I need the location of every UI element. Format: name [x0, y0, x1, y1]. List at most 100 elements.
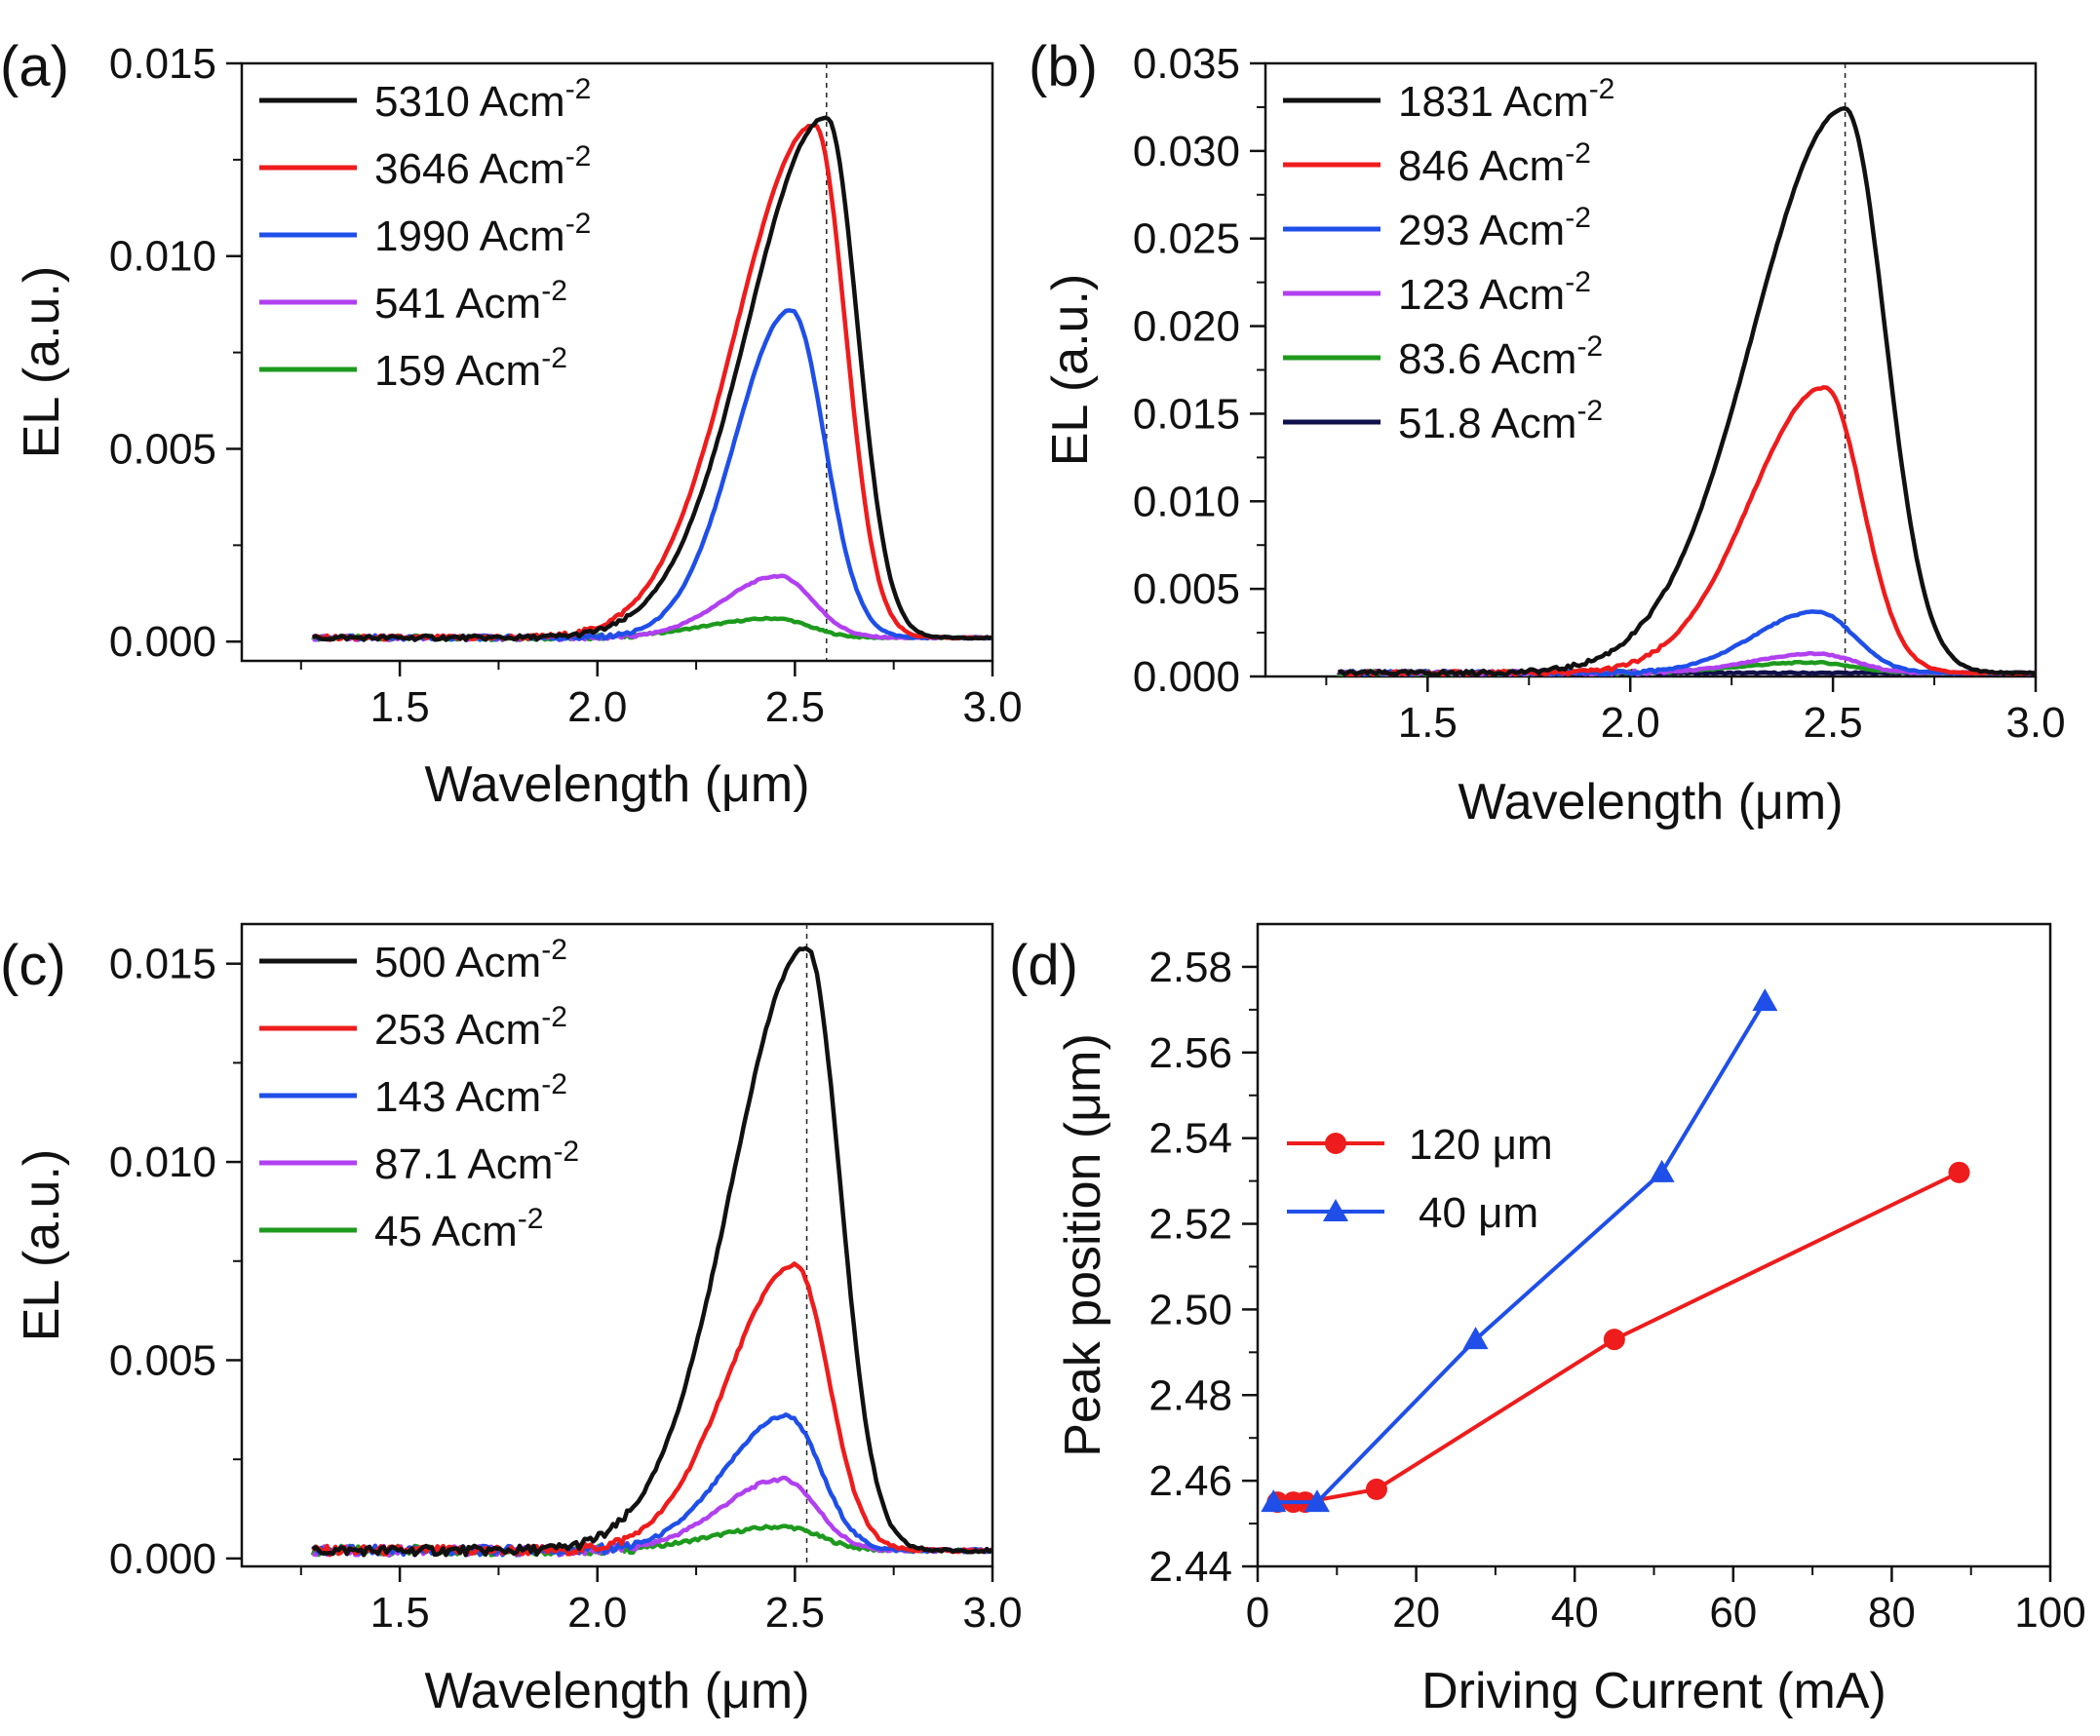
- panel-letter: (c): [0, 934, 66, 997]
- x-axis-title: Driving Current (mA): [1421, 1663, 1886, 1719]
- legend-label: 159 Acm-2: [374, 342, 567, 395]
- legend-exponent: -2: [1565, 137, 1591, 170]
- data-point-triangle: [1752, 988, 1778, 1012]
- plot-frame: [240, 61, 994, 663]
- legend-label: 123 Acm-2: [1398, 266, 1591, 319]
- y-tick-label: 2.50: [1148, 1286, 1232, 1333]
- legend-value: 5310 Acm: [374, 78, 565, 126]
- y-tick-label: 2.44: [1148, 1543, 1232, 1591]
- spectrum-line-5310: [312, 115, 992, 642]
- spectrum-line-143: [311, 1412, 992, 1558]
- y-axis-title: Peak position (μm): [1055, 1033, 1111, 1457]
- legend-exponent: -2: [541, 934, 567, 966]
- data-point-triangle: [1261, 1489, 1287, 1513]
- legend-label: 500 Acm-2: [374, 934, 567, 986]
- data-point-triangle: [1303, 1489, 1330, 1513]
- legend-label: 3646 Acm-2: [374, 140, 591, 193]
- x-tick-label: 100: [2014, 1589, 2085, 1637]
- y-tick-label: 0.020: [1133, 303, 1240, 351]
- legend-value: 45 Acm: [374, 1208, 518, 1255]
- legend-value: 293 Acm: [1398, 207, 1565, 254]
- x-tick-label: 1.5: [370, 1589, 430, 1637]
- panel-b: 1.5 2.0 2.5 3.0 0.000 0.005 0.010 0.015 0.020 0.0…: [1029, 35, 2066, 830]
- y-axis-title: EL (a.u.): [14, 1149, 70, 1342]
- legend-exponent: -2: [1565, 202, 1591, 234]
- legend-value: 159 Acm: [374, 347, 541, 395]
- x-axis-title: Wavelength (μm): [1458, 774, 1843, 830]
- x-tick-label: 80: [1868, 1589, 1916, 1637]
- plot-frame: [240, 922, 994, 1568]
- y-tick-label: 0.005: [109, 1336, 216, 1384]
- legend-value: 1990 Acm: [374, 212, 565, 260]
- x-tick-label: 2.0: [567, 683, 627, 731]
- legend-label: 120 μm: [1409, 1121, 1553, 1169]
- y-tick-label: 2.52: [1148, 1201, 1232, 1249]
- legend-value: 123 Acm: [1398, 271, 1565, 319]
- series-line: [1273, 1000, 1768, 1505]
- data-point-triangle: [1462, 1327, 1489, 1350]
- legend-exponent: -2: [541, 275, 567, 307]
- panel-letter: (b): [1029, 35, 1098, 98]
- data-point-circle: [1365, 1478, 1387, 1500]
- legend-label: 40 μm: [1419, 1189, 1538, 1237]
- spectrum-line-1831: [1338, 105, 2036, 676]
- legend-exponent: -2: [553, 1136, 579, 1168]
- legend-value: 846 Acm: [1398, 142, 1565, 190]
- y-tick-label: 0.015: [109, 40, 216, 88]
- data-point-circle: [1948, 1161, 1970, 1183]
- x-tick-label: 3.0: [962, 683, 1022, 731]
- spectrum-line-500: [311, 945, 992, 1558]
- legend-exponent: -2: [541, 1068, 567, 1100]
- x-tick-label: 60: [1709, 1589, 1757, 1637]
- legend-exponent: -2: [1589, 73, 1615, 105]
- y-tick-label: 0.010: [1133, 478, 1240, 525]
- y-tick-label: 2.56: [1148, 1029, 1232, 1077]
- panel-c: 1.5 2.0 2.5 3.0 0.000 0.005 0.010 0.015 Waveleng…: [0, 922, 1023, 1719]
- y-tick-label: 2.48: [1148, 1371, 1232, 1419]
- y-tick-label: 0.030: [1133, 128, 1240, 175]
- y-tick-label: 0.005: [1133, 565, 1240, 613]
- y-tick-label: 0.025: [1133, 215, 1240, 263]
- legend-label: 253 Acm-2: [374, 1001, 567, 1054]
- y-axis-title: EL (a.u.): [14, 266, 70, 459]
- legend-exponent: -2: [1565, 266, 1591, 298]
- y-tick-label: 0.015: [109, 941, 216, 988]
- x-tick-label: 2.0: [1601, 699, 1660, 747]
- x-tick-label: 3.0: [962, 1589, 1022, 1637]
- y-axis-title: EL (a.u.): [1042, 274, 1099, 467]
- panel-letter: (a): [0, 35, 69, 98]
- x-tick-label: 40: [1551, 1589, 1599, 1637]
- legend-exponent: -2: [1576, 395, 1603, 427]
- legend-label: 541 Acm-2: [374, 275, 567, 328]
- legend-value: 87.1 Acm: [374, 1140, 553, 1188]
- legend-label: 143 Acm-2: [374, 1068, 567, 1121]
- y-tick-label: 0.010: [109, 1138, 216, 1186]
- spectrum-line-846: [1338, 385, 2036, 676]
- x-axis-title: Wavelength (μm): [424, 756, 809, 813]
- x-tick-label: 1.5: [1398, 699, 1458, 747]
- spectrum-line-253: [311, 1261, 992, 1558]
- y-tick-label: 0.000: [1133, 653, 1240, 701]
- legend-value: 3646 Acm: [374, 145, 565, 193]
- legend-exponent: -2: [565, 208, 592, 240]
- x-tick-label: 2.5: [1804, 699, 1863, 747]
- legend-label: 45 Acm-2: [374, 1203, 543, 1255]
- legend-label: 293 Acm-2: [1398, 202, 1591, 254]
- legend-label: 1990 Acm-2: [374, 208, 591, 260]
- y-tick-label: 2.46: [1148, 1457, 1232, 1505]
- x-tick-label: 2.5: [765, 683, 825, 731]
- y-tick-label: 2.54: [1148, 1115, 1232, 1163]
- legend-exponent: -2: [1576, 330, 1603, 363]
- legend-value: 83.6 Acm: [1398, 335, 1576, 383]
- x-tick-label: 2.5: [765, 1589, 825, 1637]
- legend-label: 5310 Acm-2: [374, 73, 591, 126]
- legend-value: 541 Acm: [374, 280, 541, 328]
- y-tick-label: 0.015: [1133, 390, 1240, 438]
- plot-frame: [1256, 922, 2052, 1568]
- panel-d: 0 20 40 60 80 100 2.44 2.46 2.48 2.50 2.52 2.54 2.56…: [1009, 922, 2086, 1719]
- legend-label: 51.8 Acm-2: [1398, 395, 1603, 447]
- y-tick-label: 2.58: [1148, 944, 1232, 991]
- legend-marker-triangle: [1323, 1199, 1348, 1221]
- spectrum-line-3646: [311, 123, 992, 642]
